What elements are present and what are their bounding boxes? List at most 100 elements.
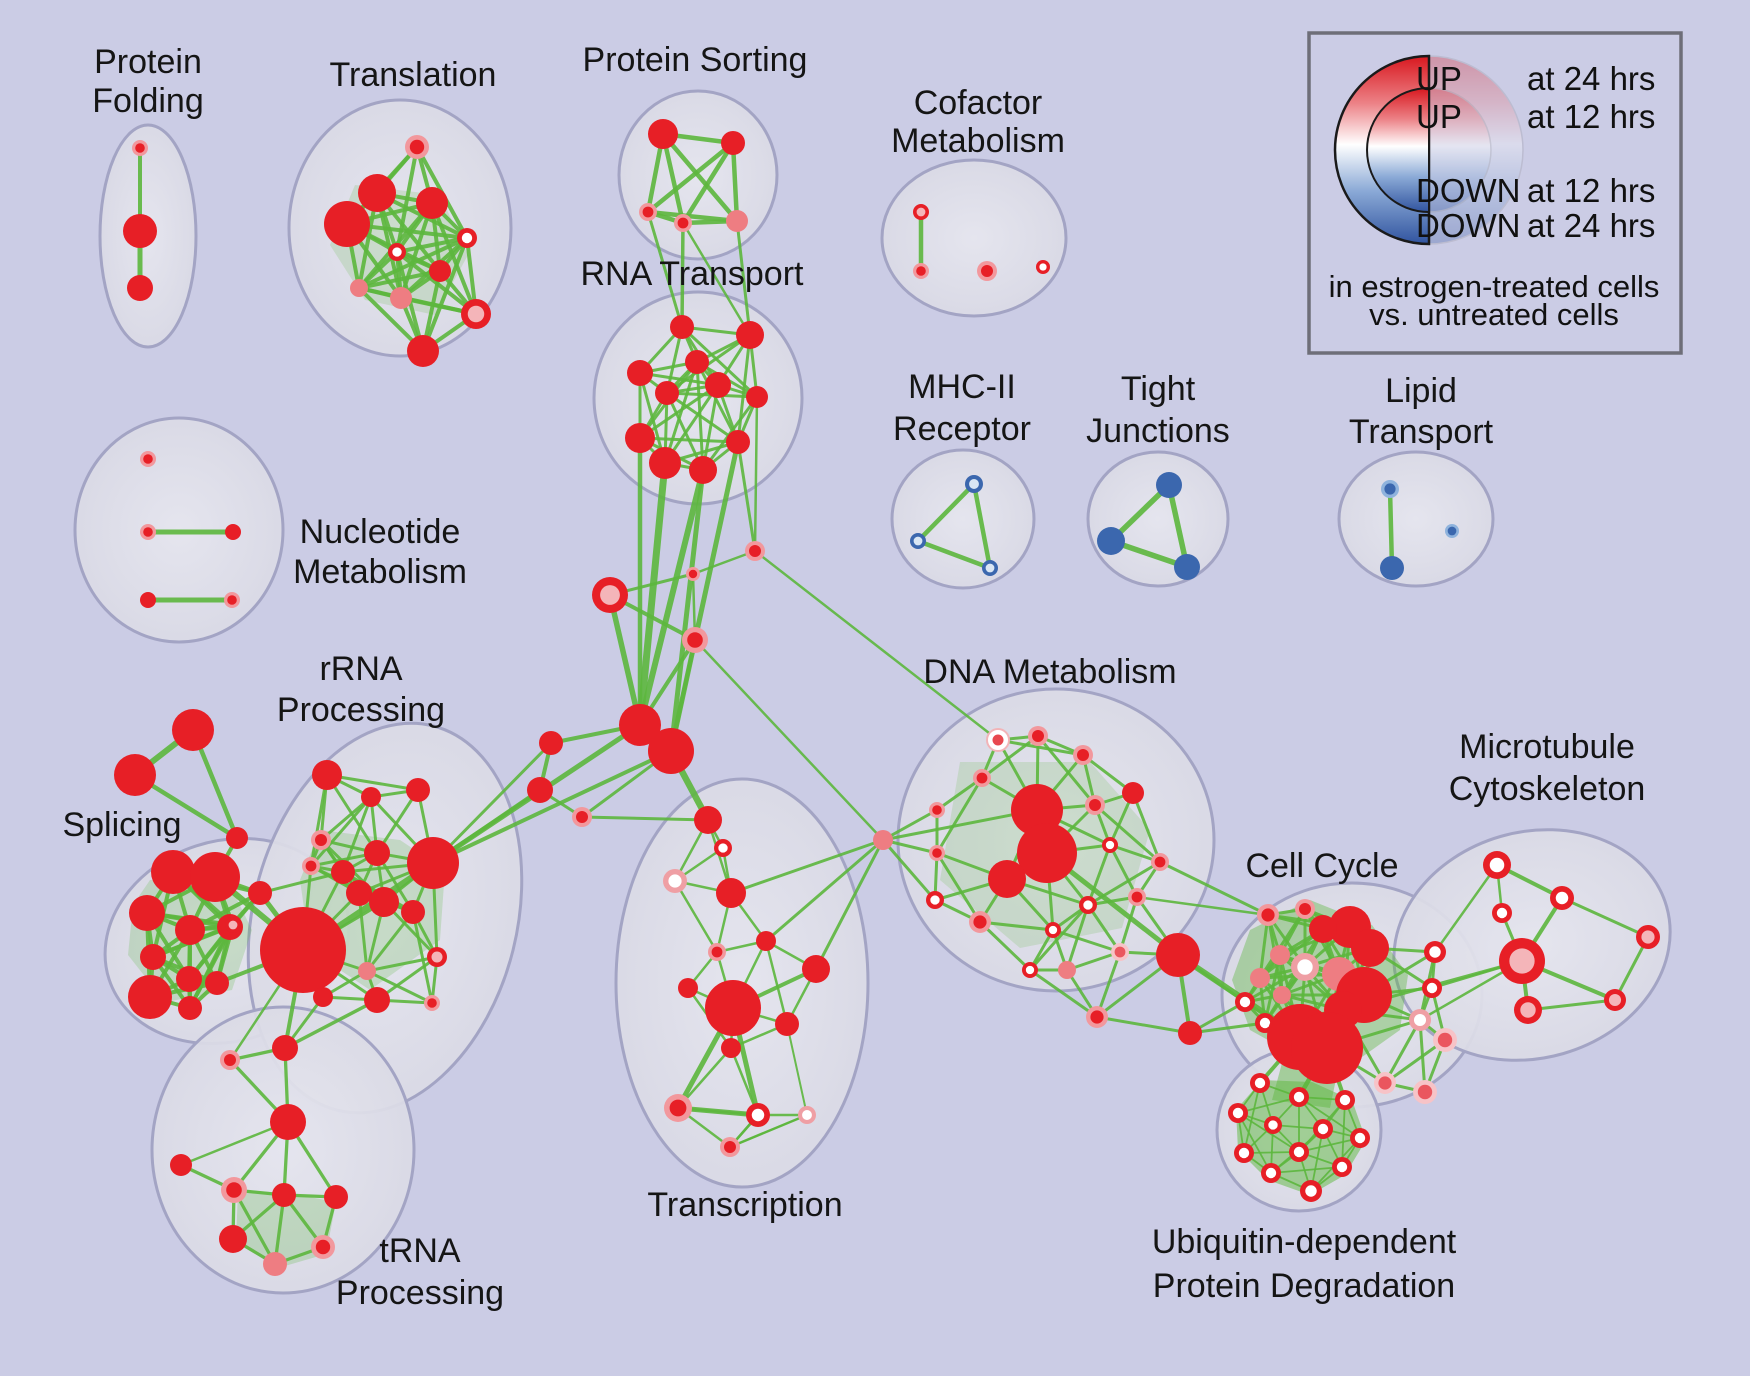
gene-node-rt3: [627, 360, 653, 386]
cluster-label-trna-processing-line1: Processing: [336, 1274, 504, 1312]
network-edge: [645, 140, 736, 215]
gene-node-core-d15: [1154, 856, 1166, 868]
gene-node-core-q12: [1305, 1185, 1317, 1197]
gene-node-g2: [114, 754, 156, 796]
gene-node-core-d3: [1077, 749, 1089, 761]
gene-node-lt2: [1380, 556, 1404, 580]
network-edge: [1270, 1166, 1343, 1174]
gene-node-u8: [219, 1225, 247, 1253]
gene-node-r12: [260, 907, 346, 993]
network-edge: [980, 734, 1040, 780]
gene-node-core-r16: [427, 998, 437, 1008]
gene-node-core-tc15: [724, 1141, 736, 1153]
network-edge: [1095, 950, 1122, 1019]
cluster-label-transcription-line0: Transcription: [647, 1186, 842, 1224]
gene-node-core-d12: [930, 895, 940, 905]
gene-node-core-k19: [1429, 946, 1441, 958]
gene-node-core-u5: [226, 1182, 242, 1198]
network-edge: [735, 219, 752, 337]
network-edge: [365, 969, 434, 1005]
gene-node-core-r4: [315, 834, 327, 846]
cluster-ellipse-tight-junctions: [1086, 450, 1230, 588]
cluster-label-nucleotide-metabolism-line0: Nucleotide: [300, 513, 461, 551]
gene-node-core-mc3: [985, 563, 995, 573]
gene-node-core-k21: [1413, 1013, 1427, 1027]
network-edge: [753, 549, 1000, 742]
gene-node-core-mt9: [1641, 930, 1655, 944]
gene-node-t9: [390, 287, 412, 309]
gene-node-core-k2: [1299, 903, 1311, 915]
gene-node-core-k23: [1378, 1076, 1392, 1090]
network-edge: [996, 738, 1085, 757]
network-edge: [1028, 903, 1090, 972]
network-edge: [1118, 895, 1139, 954]
gene-node-p6: [140, 944, 166, 970]
gene-node-p2: [190, 852, 240, 902]
legend-ring-12h-left-icon: [1366, 86, 1430, 214]
network-edge: [179, 1120, 290, 1167]
network-edge: [764, 838, 885, 943]
network-edge: [1093, 803, 1162, 864]
cluster-label-tight-junctions-line1: Junctions: [1086, 412, 1230, 450]
network-edge: [764, 939, 789, 1026]
gene-node-r1: [312, 760, 342, 790]
gene-node-core-q4: [1232, 1107, 1244, 1119]
gene-node-core-k12: [1239, 996, 1251, 1008]
network-edge: [232, 1188, 277, 1266]
cluster-label-dna-metabolism-line0: DNA Metabolism: [923, 653, 1176, 691]
gene-node-y2: [527, 777, 553, 803]
gene-node-u4: [170, 1154, 192, 1176]
gene-node-core-u2: [224, 1054, 236, 1066]
legend-up-24-dir: UP: [1416, 60, 1462, 97]
legend-up-12-dir: UP: [1416, 98, 1462, 135]
gene-node-rt2: [736, 321, 764, 349]
gene-node-p8: [128, 975, 172, 1019]
gene-node-core-k14: [1259, 1017, 1271, 1029]
gene-node-core-d18: [1048, 925, 1058, 935]
gene-node-tc11: [721, 1038, 741, 1058]
gene-node-y1: [539, 731, 563, 755]
gene-node-core-d23: [1090, 1010, 1104, 1024]
gene-node-core-d19: [1114, 946, 1126, 958]
gene-node-t7: [429, 260, 451, 282]
network-edge: [1258, 907, 1307, 980]
network-edge: [357, 269, 442, 290]
gene-node-n4: [140, 592, 156, 608]
network-edge: [1188, 1021, 1267, 1035]
gene-node-core-t5: [461, 232, 473, 244]
network-edge: [431, 741, 553, 865]
gene-node-core-r13: [431, 951, 443, 963]
gene-node-tc10: [775, 1012, 799, 1036]
gene-node-r6: [364, 840, 390, 866]
network-edge: [325, 773, 420, 792]
gene-node-tc4: [716, 878, 746, 908]
network-edge: [665, 391, 705, 472]
legend-up-24-time: at 24 hrs: [1527, 60, 1655, 97]
gene-node-t2: [358, 174, 396, 212]
gene-node-h2: [648, 728, 694, 774]
gene-node-r8: [346, 880, 372, 906]
network-edge: [1135, 895, 1270, 917]
cluster-label-protein-folding-line0: Protein: [94, 43, 202, 81]
network-edge: [978, 920, 1055, 932]
gene-node-k4: [1309, 915, 1337, 943]
gene-node-core-mc1: [969, 479, 979, 489]
gene-node-r3: [406, 778, 430, 802]
legend-up-12-time: at 12 hrs: [1527, 98, 1655, 135]
network-edge: [1086, 860, 1162, 907]
gene-node-pf3: [127, 275, 153, 301]
gene-node-tj2: [1097, 527, 1125, 555]
network-edge: [638, 436, 740, 444]
legend-down-24-dir: DOWN: [1416, 207, 1520, 244]
network-edge: [881, 838, 937, 902]
network-edge: [881, 808, 1039, 842]
gene-node-core-q11: [1265, 1167, 1277, 1179]
gene-node-r7: [331, 860, 355, 884]
cluster-label-ubiquitin-dependent-protein-degradation-line1: Protein Degradation: [1153, 1267, 1455, 1305]
network-edge: [668, 467, 706, 754]
gene-node-tj1: [1156, 472, 1182, 498]
gene-node-core-d17: [1083, 900, 1093, 910]
network-edge: [365, 955, 439, 973]
